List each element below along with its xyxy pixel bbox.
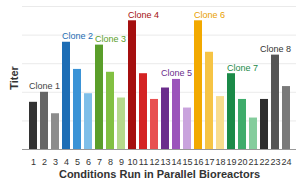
- svg-text:Clone 7: Clone 7: [227, 63, 258, 73]
- svg-text:11: 11: [139, 157, 148, 167]
- svg-text:20: 20: [237, 157, 247, 167]
- svg-text:Clone 8: Clone 8: [260, 44, 291, 54]
- svg-text:10: 10: [127, 157, 137, 167]
- svg-text:2: 2: [42, 157, 47, 167]
- svg-text:17: 17: [204, 157, 214, 167]
- svg-text:Clone 4: Clone 4: [128, 10, 159, 20]
- svg-text:1: 1: [31, 157, 36, 167]
- svg-text:3: 3: [53, 157, 58, 167]
- svg-text:19: 19: [226, 157, 236, 167]
- svg-text:6: 6: [86, 157, 91, 167]
- svg-text:Clone 3: Clone 3: [95, 34, 126, 44]
- svg-text:Clone 2: Clone 2: [62, 31, 93, 41]
- svg-text:Conditions Run in Parallel Bio: Conditions Run in Parallel Bioreactors: [59, 168, 260, 180]
- svg-text:8: 8: [108, 157, 113, 167]
- svg-text:22: 22: [259, 157, 269, 167]
- svg-text:18: 18: [215, 157, 225, 167]
- svg-text:5: 5: [75, 157, 80, 167]
- svg-text:12: 12: [149, 157, 159, 167]
- svg-text:7: 7: [97, 157, 102, 167]
- svg-text:Clone 6: Clone 6: [194, 10, 225, 20]
- svg-text:13: 13: [160, 157, 170, 167]
- svg-text:24: 24: [281, 157, 291, 167]
- svg-text:9: 9: [119, 157, 124, 167]
- svg-text:Clone 1: Clone 1: [29, 81, 60, 91]
- svg-text:4: 4: [64, 157, 69, 167]
- svg-text:21: 21: [248, 157, 258, 167]
- svg-text:14: 14: [171, 157, 181, 167]
- svg-text:Titer: Titer: [8, 65, 20, 89]
- svg-text:16: 16: [193, 157, 203, 167]
- svg-text:23: 23: [270, 157, 280, 167]
- svg-text:Clone 5: Clone 5: [161, 68, 192, 78]
- svg-text:15: 15: [182, 157, 192, 167]
